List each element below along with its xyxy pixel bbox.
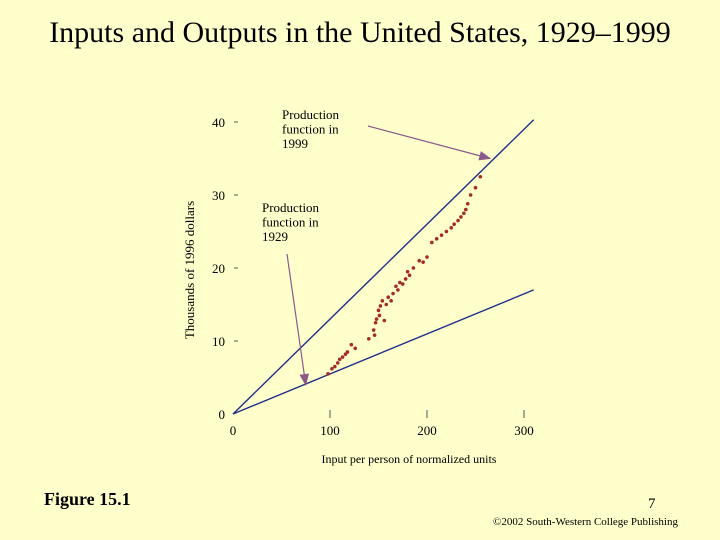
data-point — [407, 273, 412, 278]
x-tick-label: 300 — [514, 423, 534, 438]
data-point — [374, 317, 379, 321]
data-point — [394, 284, 398, 289]
production-line-1999 — [232, 119, 535, 415]
data-point — [340, 355, 345, 359]
y-tick-label: 30 — [212, 188, 225, 203]
x-tick-label: 100 — [320, 423, 340, 438]
data-point — [421, 260, 425, 264]
data-point — [411, 266, 416, 270]
data-point — [478, 174, 483, 179]
data-point — [380, 299, 385, 303]
data-point — [449, 226, 454, 230]
data-point — [345, 350, 350, 354]
page-number: 7 — [648, 496, 656, 512]
production-lines — [232, 119, 535, 415]
data-point — [386, 295, 391, 300]
data-point — [462, 211, 466, 216]
data-point — [333, 364, 337, 369]
annotation-text: function in — [282, 122, 339, 137]
chart-axes: 0 10 20 30 40 0 100 200 300 Input per person of n… — [182, 115, 534, 466]
production-line-1929 — [232, 289, 534, 415]
data-points — [326, 174, 483, 376]
data-point — [430, 240, 434, 245]
data-point — [434, 237, 439, 241]
data-point — [391, 291, 395, 296]
annotation-text: Production — [262, 200, 320, 215]
annotation-text: Production — [282, 107, 340, 122]
figure-label: Figure 15.1 — [44, 489, 131, 509]
y-tick-label: 0 — [219, 407, 226, 422]
data-point — [456, 218, 460, 223]
data-point — [473, 185, 478, 190]
x-tick-label: 200 — [417, 423, 437, 438]
annotation-arrow — [286, 253, 309, 386]
y-tick-label: 40 — [212, 115, 225, 130]
data-point — [384, 302, 389, 307]
data-point — [378, 304, 383, 308]
data-point — [367, 337, 371, 341]
data-point — [417, 258, 422, 263]
slide-title: Inputs and Outputs in the United States,… — [49, 16, 671, 49]
data-point — [403, 277, 408, 281]
copyright-notice: ©2002 South-Western College Publishing — [493, 516, 678, 528]
data-point — [398, 280, 402, 285]
data-point — [468, 193, 473, 197]
data-point — [459, 215, 463, 219]
data-point — [382, 318, 387, 323]
data-point — [452, 222, 456, 226]
data-point — [349, 342, 354, 347]
data-point — [400, 282, 405, 286]
data-point — [439, 233, 444, 237]
y-tick-label: 20 — [212, 261, 225, 276]
data-point — [372, 333, 377, 337]
annotation-text: 1999 — [282, 136, 308, 151]
data-point — [405, 269, 410, 274]
data-point — [377, 313, 382, 318]
x-tick-label: 0 — [230, 423, 237, 438]
data-point — [326, 372, 330, 376]
data-point — [389, 299, 393, 303]
data-point — [371, 328, 376, 332]
x-axis-title: Input per person of normalized units — [322, 452, 497, 466]
data-point — [353, 346, 358, 351]
data-point — [464, 207, 468, 212]
y-axis-title: Thousands of 1996 dollars — [182, 201, 197, 339]
data-point — [444, 229, 449, 234]
data-point — [330, 366, 334, 371]
annotation-arrow — [367, 125, 492, 161]
y-tick-label: 10 — [212, 334, 225, 349]
data-point — [373, 320, 378, 325]
data-point — [335, 361, 340, 365]
data-point — [425, 255, 429, 259]
data-point — [396, 288, 400, 292]
data-point — [465, 201, 470, 206]
annotation-text: 1929 — [262, 229, 288, 244]
annotation-text: function in — [262, 215, 319, 230]
data-point — [376, 308, 381, 313]
data-point — [337, 357, 342, 362]
